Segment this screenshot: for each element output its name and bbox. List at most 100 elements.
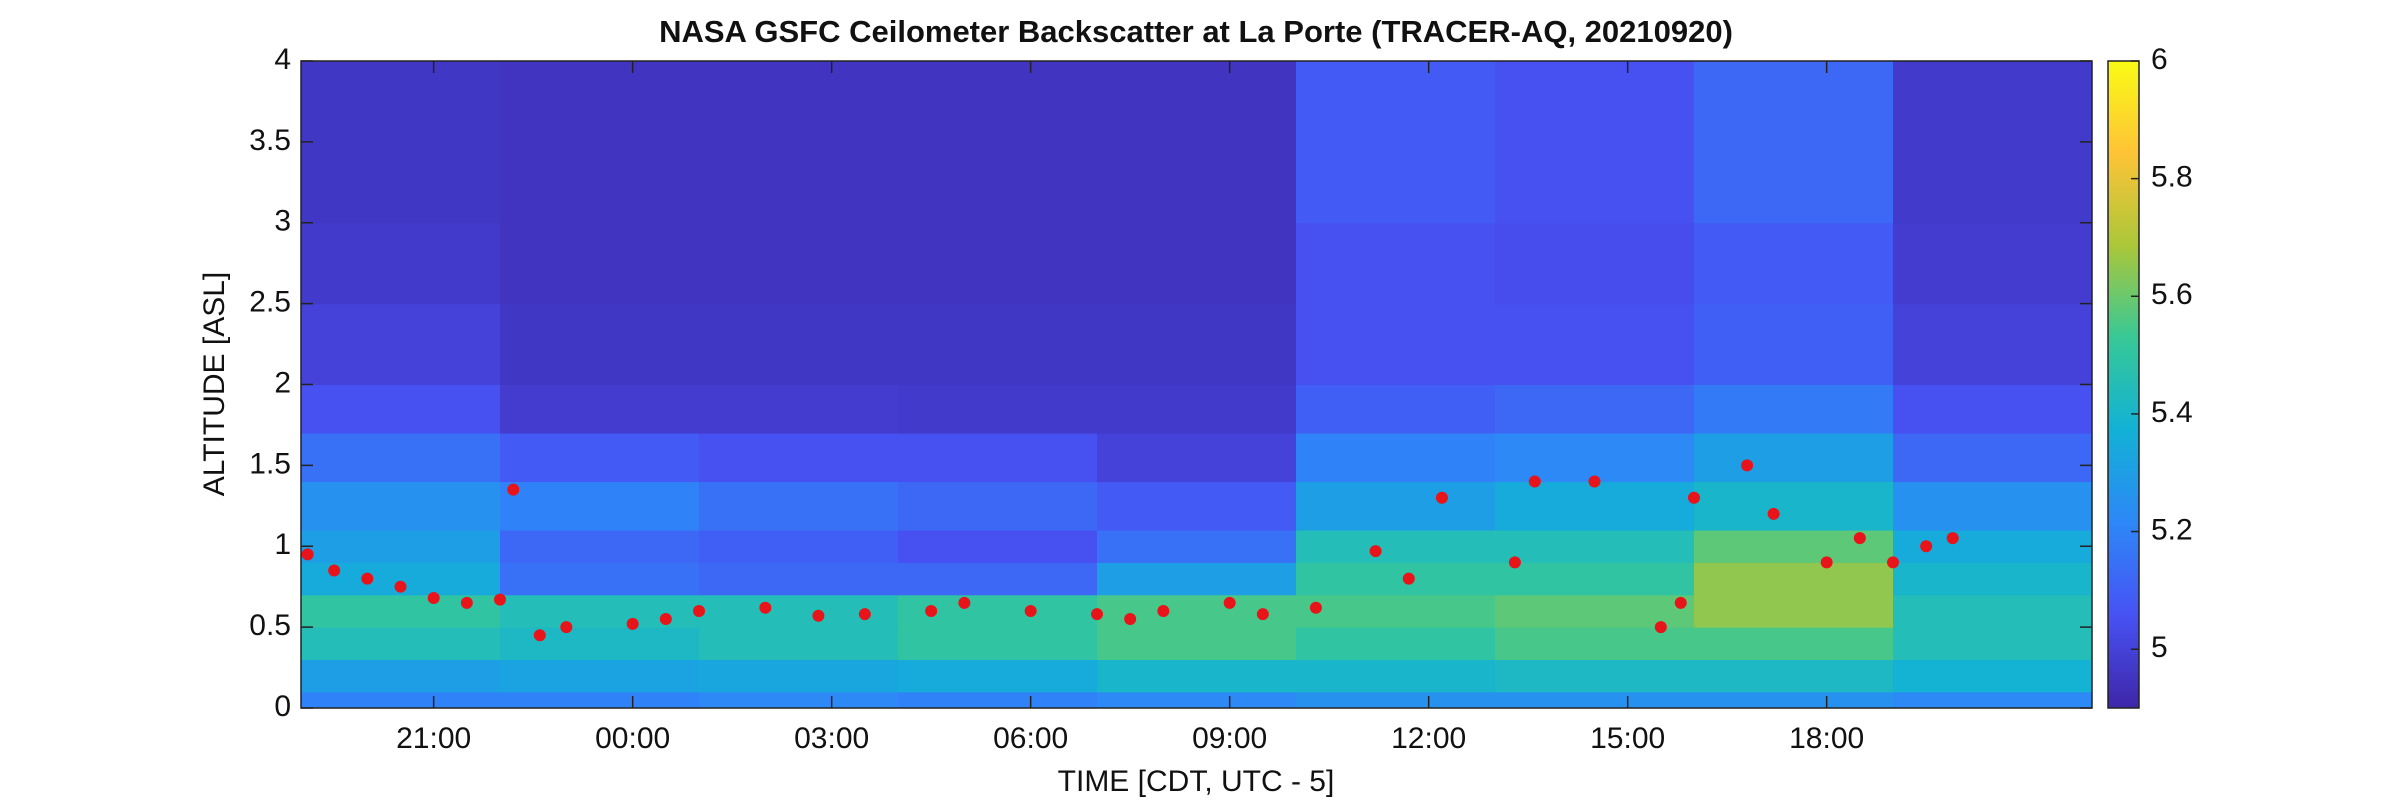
- x-tick-label: 06:00: [993, 722, 1068, 755]
- heatmap-cell: [1296, 530, 1496, 563]
- pbl-point: [1741, 459, 1754, 472]
- pbl-point: [1920, 540, 1933, 553]
- heatmap-cell: [1893, 481, 2093, 531]
- heatmap-cell: [1097, 530, 1297, 563]
- heatmap-cell: [1296, 303, 1496, 385]
- pbl-point: [693, 604, 705, 617]
- colorbar-tick-label: 5: [2151, 631, 2168, 664]
- heatmap-cell: [1495, 627, 1695, 660]
- heatmap-cell: [500, 61, 700, 224]
- heatmap-cell: [699, 627, 899, 660]
- heatmap-cell: [1296, 594, 1496, 628]
- heatmap-cell: [699, 222, 899, 305]
- heatmap-cell: [500, 481, 700, 531]
- heatmap-cell: [1296, 691, 1496, 709]
- heatmap-cell: [1694, 659, 1894, 693]
- heatmap-cell: [301, 627, 501, 660]
- pbl-point: [1946, 532, 1959, 545]
- heatmap-cell: [1296, 562, 1496, 596]
- heatmap-cell: [1694, 627, 1894, 660]
- colorbar: [2107, 60, 2140, 709]
- pbl-point: [1853, 532, 1866, 545]
- heatmap-cell: [301, 481, 501, 531]
- pbl-point: [1588, 475, 1601, 488]
- heatmap-cell: [699, 562, 899, 596]
- colorbar-tick-label: 5.6: [2151, 278, 2193, 311]
- heatmap-cell: [500, 691, 700, 709]
- heatmap-cell: [1296, 384, 1496, 434]
- pbl-point: [1674, 596, 1687, 609]
- pbl-point: [494, 593, 506, 606]
- chart-title: NASA GSFC Ceilometer Backscatter at La P…: [659, 14, 1733, 49]
- heatmap-cell: [1495, 481, 1695, 531]
- pbl-point: [1024, 604, 1037, 617]
- x-tick-label: 21:00: [396, 722, 471, 755]
- heatmap-cell: [1097, 481, 1297, 531]
- x-tick-label: 09:00: [1192, 722, 1267, 755]
- heatmap-cell: [301, 61, 501, 224]
- heatmap-cell: [699, 303, 899, 385]
- colorbar-tick-label: 5.2: [2151, 513, 2193, 546]
- heatmap-cell: [1694, 433, 1894, 483]
- x-tick-label: 18:00: [1789, 722, 1864, 755]
- heatmap-cell: [1495, 530, 1695, 563]
- y-tick-label: 2.5: [249, 286, 291, 319]
- heatmap-cell: [1097, 384, 1297, 434]
- pbl-point: [1091, 608, 1103, 621]
- heatmap-cell: [1893, 562, 2093, 596]
- pbl-point: [1309, 601, 1322, 614]
- y-tick-label: 1.5: [249, 447, 291, 480]
- heatmap-cell: [1893, 222, 2093, 305]
- heatmap: [301, 61, 2093, 709]
- x-tick-label: 03:00: [794, 722, 869, 755]
- heatmap-cell: [1694, 384, 1894, 434]
- y-axis-label: ALTITUDE [ASL]: [198, 272, 231, 497]
- heatmap-cell: [1893, 61, 2093, 224]
- pbl-point: [1688, 491, 1700, 504]
- heatmap-cell: [898, 562, 1098, 596]
- colorbar-tick-label: 6: [2151, 43, 2168, 76]
- pbl-point: [626, 617, 639, 630]
- heatmap-cell: [1296, 61, 1496, 224]
- y-tick-label: 1: [274, 528, 291, 561]
- pbl-point: [1402, 572, 1415, 585]
- heatmap-cell: [301, 691, 501, 709]
- heatmap-cell: [1893, 433, 2093, 483]
- pbl-point: [507, 483, 520, 496]
- colorbar-tick-label: 5.8: [2151, 161, 2193, 194]
- heatmap-cell: [699, 433, 899, 483]
- heatmap-cell: [1097, 627, 1297, 660]
- pbl-point: [1256, 608, 1269, 621]
- heatmap-cell: [1097, 303, 1297, 385]
- heatmap-cell: [1495, 222, 1695, 305]
- heatmap-cell: [1694, 691, 1894, 709]
- y-tick-label: 0.5: [249, 609, 291, 642]
- y-tick-label: 3.5: [249, 124, 291, 157]
- heatmap-cell: [699, 530, 899, 563]
- pbl-point: [1223, 596, 1236, 609]
- heatmap-cell: [1296, 433, 1496, 483]
- heatmap-cell: [1694, 303, 1894, 385]
- heatmap-cell: [1893, 659, 2093, 693]
- heatmap-cell: [301, 222, 501, 305]
- pbl-point: [301, 548, 314, 561]
- heatmap-cell: [1893, 594, 2093, 628]
- pbl-point: [560, 621, 573, 634]
- heatmap-cell: [1495, 691, 1695, 709]
- heatmap-cell: [1296, 481, 1496, 531]
- x-axis-label: TIME [CDT, UTC - 5]: [1058, 765, 1335, 798]
- pbl-point: [1508, 556, 1521, 569]
- heatmap-cell: [1495, 61, 1695, 224]
- pbl-point: [1528, 475, 1541, 488]
- heatmap-cell: [301, 433, 501, 483]
- heatmap-cell: [301, 384, 501, 434]
- pbl-point: [958, 596, 971, 609]
- x-tick-label: 00:00: [595, 722, 670, 755]
- pbl-point: [659, 613, 672, 626]
- heatmap-cell: [1495, 433, 1695, 483]
- heatmap-cell: [1097, 222, 1297, 305]
- heatmap-cell: [301, 530, 501, 563]
- heatmap-cell: [898, 384, 1098, 434]
- heatmap-cell: [301, 659, 501, 693]
